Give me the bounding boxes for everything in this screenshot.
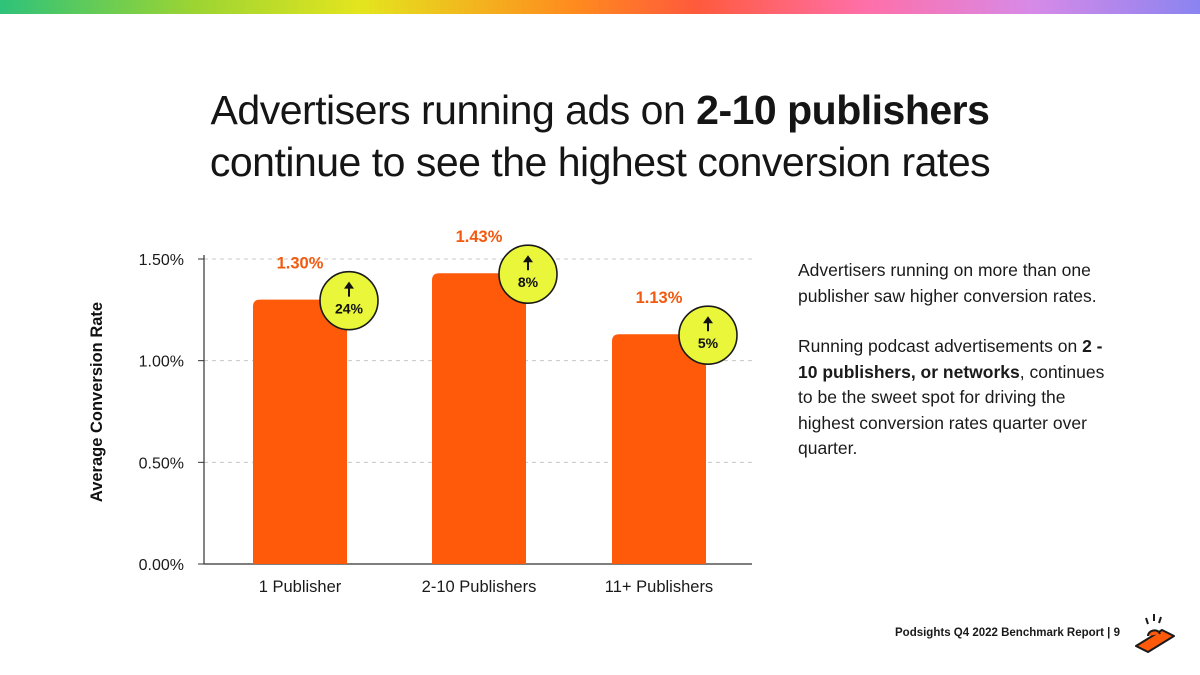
rainbow-top-bar [0,0,1200,14]
title-line2: continue to see the highest conversion r… [209,139,991,185]
bar [432,273,526,564]
y-tick-label: 1.00% [139,354,184,371]
up-arrow-icon [523,255,533,263]
x-tick-label: 11+ Publishers [605,578,713,596]
change-badge-label: 8% [518,274,539,290]
up-arrow-icon [703,316,713,324]
x-tick-label: 1 Publisher [259,578,342,596]
y-axis-label: Average Conversion Rate [88,302,106,502]
change-badge [319,270,379,331]
bar [253,299,347,564]
y-tick-label: 0.50% [139,455,184,472]
bar-chart: 0.00% 0.50% 1.00% 1.50% Average Conversion R… [88,228,752,596]
footer-report-label: Podsights Q4 2022 Benchmark Report | 9 [895,627,1120,639]
change-badge-label: 5% [698,335,719,351]
podsights-logo-icon [1135,614,1175,653]
side-commentary: Advertisers running on more than one pub… [798,258,1118,487]
side-paragraph-2-bold: 2 - 10 publishers, or networks [798,336,1103,382]
change-badge [678,305,738,366]
side-paragraph-2-end: , continues to be the sweet spot for dri… [798,361,1105,459]
up-arrow-icon [344,281,354,289]
side-paragraph-1: Advertisers running on more than one pub… [798,260,1097,306]
page-title: Advertisers running ads on 2-10 publishe… [0,84,1200,188]
side-paragraph-2-start: Running podcast advertisements on [798,336,1083,356]
bar-value-label: 1.43% [456,228,503,246]
side-paragraph-2: Running podcast advertisements on 2 - 10… [798,334,1118,462]
title-line1-bold: 2-10 publishers [696,87,990,133]
change-badge [498,244,558,305]
bar [612,334,706,564]
change-badge-label: 24% [335,301,364,317]
x-tick-label: 2-10 Publishers [422,578,537,596]
y-tick-label: 1.50% [139,252,184,269]
title-line1-regular: Advertisers running ads on [210,87,697,133]
bar-value-label: 1.30% [277,255,324,273]
y-tick-label: 0.00% [139,557,184,574]
bar-value-label: 1.13% [636,289,683,307]
